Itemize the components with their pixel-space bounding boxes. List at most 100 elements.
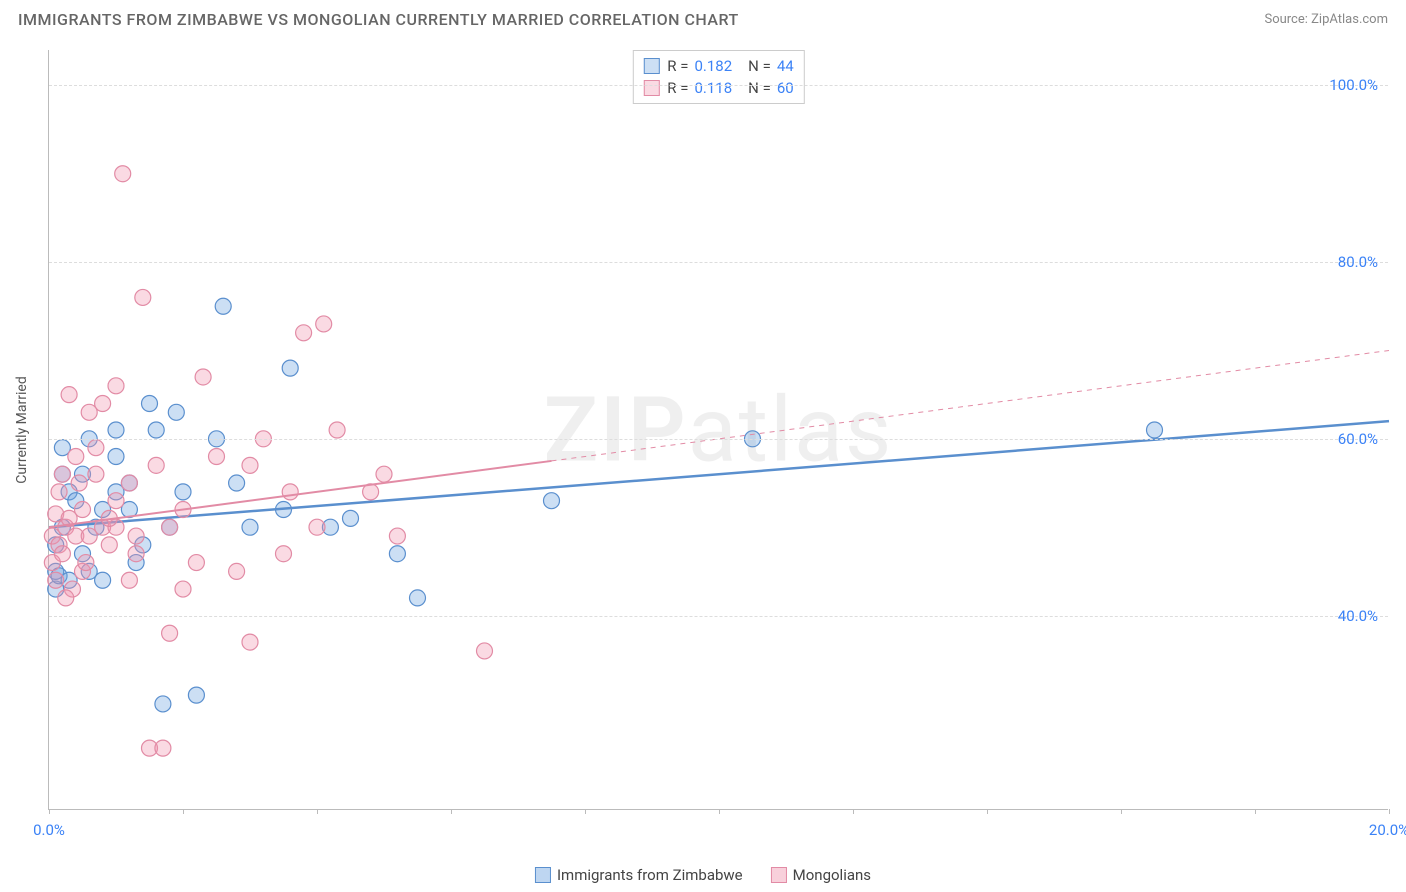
legend-row: R =0.118N =60 xyxy=(643,77,793,99)
data-point xyxy=(155,740,171,756)
x-tick xyxy=(1389,809,1390,814)
gridline xyxy=(49,616,1388,617)
data-point xyxy=(544,493,560,509)
data-point xyxy=(188,555,204,571)
data-point xyxy=(389,546,405,562)
data-point xyxy=(101,537,117,553)
data-point xyxy=(242,519,258,535)
data-point xyxy=(329,422,345,438)
data-point xyxy=(71,475,87,491)
data-point xyxy=(168,404,184,420)
gridline xyxy=(49,439,1388,440)
data-point xyxy=(155,696,171,712)
legend-r-label: R = xyxy=(667,57,688,75)
data-point xyxy=(242,634,258,650)
legend-label: Mongolians xyxy=(793,866,871,884)
data-point xyxy=(209,449,225,465)
y-tick-label: 80.0% xyxy=(1338,253,1378,271)
legend-row: R = 0.182 N = 44 xyxy=(643,55,793,77)
trend-line xyxy=(49,421,1389,527)
data-point xyxy=(389,528,405,544)
legend-r-value: 0.182 xyxy=(694,57,732,75)
x-tick xyxy=(183,809,184,814)
x-tick-label: 0.0% xyxy=(33,821,65,839)
legend-swatch xyxy=(771,867,787,883)
legend-item: Mongolians xyxy=(771,866,871,884)
data-point xyxy=(276,546,292,562)
data-point xyxy=(121,572,137,588)
data-point xyxy=(48,572,64,588)
data-point xyxy=(108,449,124,465)
x-tick-label: 20.0% xyxy=(1369,821,1406,839)
x-tick xyxy=(451,809,452,814)
data-point xyxy=(195,369,211,385)
data-point xyxy=(54,546,70,562)
y-tick-label: 40.0% xyxy=(1338,607,1378,625)
data-point xyxy=(148,457,164,473)
scatter-plot-svg xyxy=(49,50,1388,809)
legend-item: Immigrants from Zimbabwe xyxy=(535,866,743,884)
data-point xyxy=(162,519,178,535)
x-tick xyxy=(719,809,720,814)
data-point xyxy=(309,519,325,535)
chart-plot-area: ZIPatlas R =0.182N =44R =0.118N =60 40.0… xyxy=(48,50,1388,810)
data-point xyxy=(58,590,74,606)
x-tick xyxy=(317,809,318,814)
data-point xyxy=(296,325,312,341)
data-point xyxy=(175,581,191,597)
data-point xyxy=(121,475,137,491)
x-tick xyxy=(987,809,988,814)
data-point xyxy=(115,166,131,182)
data-point xyxy=(242,457,258,473)
data-point xyxy=(68,449,84,465)
data-point xyxy=(175,484,191,500)
y-axis-label: Currently Married xyxy=(14,376,30,483)
legend-n-value: 60 xyxy=(777,79,794,97)
data-point xyxy=(54,466,70,482)
data-point xyxy=(108,422,124,438)
y-tick-label: 60.0% xyxy=(1338,430,1378,448)
series-legend: Immigrants from Zimbabwe Mongolians xyxy=(535,866,871,884)
chart-title: IMMIGRANTS FROM ZIMBABWE VS MONGOLIAN CU… xyxy=(18,10,739,29)
correlation-legend: R =0.182N =44R =0.118N =60 xyxy=(632,50,804,104)
x-tick xyxy=(853,809,854,814)
x-tick xyxy=(49,809,50,814)
data-point xyxy=(1147,422,1163,438)
data-point xyxy=(88,466,104,482)
source-label: Source: ZipAtlas.com xyxy=(1264,12,1388,27)
data-point xyxy=(343,510,359,526)
legend-n-value: 44 xyxy=(777,57,794,75)
gridline xyxy=(49,262,1388,263)
legend-n-label: N = xyxy=(748,57,771,75)
x-tick xyxy=(585,809,586,814)
x-tick xyxy=(1121,809,1122,814)
data-point xyxy=(78,555,94,571)
data-point xyxy=(142,395,158,411)
data-point xyxy=(162,625,178,641)
legend-r-value: 0.118 xyxy=(694,79,732,97)
data-point xyxy=(410,590,426,606)
trend-line-dashed xyxy=(552,350,1390,460)
data-point xyxy=(316,316,332,332)
data-point xyxy=(148,422,164,438)
data-point xyxy=(108,378,124,394)
data-point xyxy=(229,475,245,491)
data-point xyxy=(128,528,144,544)
data-point xyxy=(88,440,104,456)
legend-r-label: R = xyxy=(667,79,688,97)
legend-swatch xyxy=(535,867,551,883)
data-point xyxy=(282,360,298,376)
data-point xyxy=(477,643,493,659)
x-tick xyxy=(1255,809,1256,814)
data-point xyxy=(376,466,392,482)
data-point xyxy=(135,289,151,305)
data-point xyxy=(282,484,298,500)
data-point xyxy=(95,395,111,411)
data-point xyxy=(51,484,67,500)
legend-swatch xyxy=(643,80,659,96)
data-point xyxy=(108,493,124,509)
legend-swatch xyxy=(643,58,659,74)
data-point xyxy=(128,546,144,562)
legend-label: Immigrants from Zimbabwe xyxy=(557,866,743,884)
data-point xyxy=(215,298,231,314)
